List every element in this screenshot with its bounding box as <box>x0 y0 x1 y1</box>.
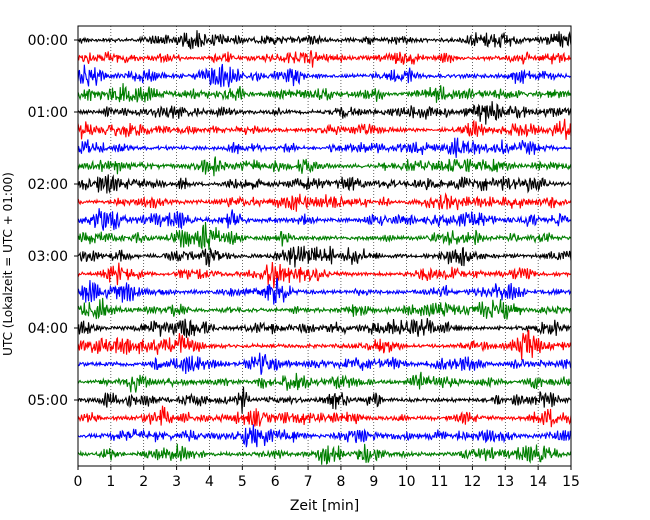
y-tick-label: 01:00 <box>28 105 68 121</box>
y-axis-ticks: 00:00 01:00 02:00 03:00 04:00 05:00 <box>28 33 78 409</box>
x-tick-label: 6 <box>271 474 280 490</box>
trace-row-0415 <box>77 329 572 361</box>
x-axis-ticks: 0 1 2 3 4 5 6 7 8 9 10 11 12 13 14 15 <box>74 466 580 490</box>
x-tick-label: 8 <box>336 474 345 490</box>
trace-row-0030 <box>77 63 572 88</box>
trace-row-0400 <box>77 317 572 338</box>
x-tick-label: 4 <box>205 474 214 490</box>
trace-row-0345 <box>77 297 572 320</box>
trace-row-0045 <box>77 83 572 103</box>
x-tick-label: 14 <box>529 474 547 490</box>
trace-row-0015 <box>77 50 572 68</box>
trace-row-0315 <box>77 262 572 289</box>
trace-row-0300 <box>77 245 572 268</box>
x-tick-label: 15 <box>562 474 580 490</box>
x-tick-label: 12 <box>463 474 481 490</box>
trace-row-0500 <box>77 386 572 414</box>
trace-row-0430 <box>77 352 572 375</box>
x-tick-label: 13 <box>496 474 514 490</box>
trace-row-0115 <box>77 118 572 140</box>
seismogram-traces <box>77 30 572 465</box>
x-tick-label: 11 <box>431 474 449 490</box>
trace-row-0245 <box>77 222 572 251</box>
x-tick-label: 0 <box>74 474 83 490</box>
x-tick-label: 2 <box>139 474 148 490</box>
trace-row-0445 <box>77 371 572 393</box>
x-tick-label: 7 <box>304 474 313 490</box>
y-tick-label: 00:00 <box>28 33 68 49</box>
y-tick-label: 03:00 <box>28 249 68 265</box>
trace-row-0130 <box>77 137 572 158</box>
trace-row-0330 <box>77 277 572 305</box>
y-axis-label: UTC (Lokalzeit = UTC + 01:00) <box>1 172 15 356</box>
x-tick-label: 3 <box>172 474 181 490</box>
trace-row-0230 <box>77 208 572 231</box>
x-tick-label: 9 <box>369 474 378 490</box>
x-axis-label: Zeit [min] <box>290 498 359 514</box>
plot-frame <box>77 25 572 467</box>
trace-row-0530 <box>77 424 572 448</box>
y-tick-label: 02:00 <box>28 177 68 193</box>
grid-lines <box>110 26 539 466</box>
trace-row-0100 <box>77 101 572 125</box>
y-tick-label: 04:00 <box>28 321 68 337</box>
trace-row-0000 <box>77 30 572 50</box>
x-tick-label: 1 <box>106 474 115 490</box>
trace-row-0145 <box>77 156 572 177</box>
x-tick-label: 10 <box>398 474 416 490</box>
x-tick-label: 5 <box>238 474 247 490</box>
trace-row-0545 <box>77 443 572 465</box>
trace-row-0215 <box>77 192 572 212</box>
trace-row-0200 <box>77 174 572 194</box>
trace-row-0515 <box>77 405 572 428</box>
y-tick-label: 05:00 <box>28 393 68 409</box>
